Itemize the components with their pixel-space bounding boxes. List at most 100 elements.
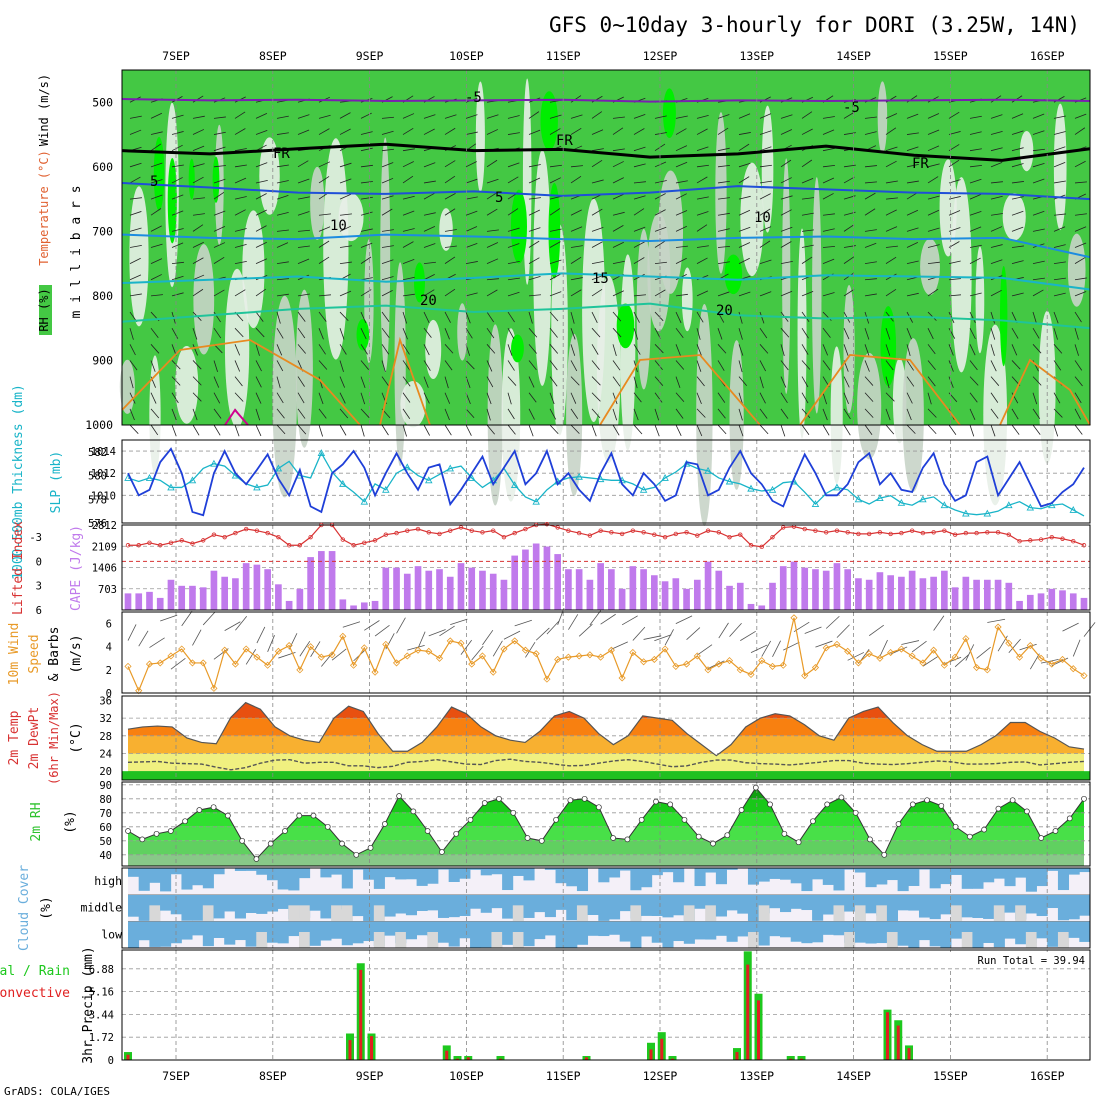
wind-barb (276, 194, 289, 200)
wind-barb (780, 360, 789, 371)
wind-barb (1053, 180, 1066, 184)
wind-barb (192, 176, 204, 184)
rh-band (128, 826, 1084, 841)
wind-barb (549, 327, 558, 338)
cloud-cell (202, 921, 214, 947)
cloud-cell (245, 894, 257, 914)
wind-barb (906, 227, 919, 232)
wind-barb-10m (772, 640, 781, 657)
li-point (652, 532, 657, 537)
thickness-tick: 582 (88, 447, 107, 459)
cape-bar (726, 585, 733, 610)
wind-barb (213, 191, 225, 200)
li-point (125, 543, 131, 548)
wind-barb (402, 161, 414, 168)
cloud-cell (373, 894, 385, 910)
wind10-point (468, 660, 476, 668)
li-point (716, 530, 721, 535)
wind-barb (717, 165, 730, 168)
wind10-axis-label-3: & Barbs (47, 627, 62, 682)
cloud-cell (972, 921, 984, 948)
wind-barb (612, 424, 620, 436)
wind-barb (528, 392, 537, 403)
li-point (1017, 538, 1022, 544)
cloud-cell (234, 868, 246, 871)
wind-barb (570, 277, 583, 281)
rh2m-point (538, 837, 545, 844)
wind-barb (528, 209, 540, 216)
wind-barb-10m (954, 654, 969, 668)
wind-barb (759, 193, 771, 200)
cloud-cell (576, 868, 589, 892)
wind10-point (983, 666, 991, 674)
wind-barb (1074, 408, 1082, 420)
wind-barb-10m (632, 626, 646, 641)
wind-barb (990, 114, 1003, 119)
wind-barb (318, 424, 323, 437)
cloud-cell (149, 921, 161, 947)
wind-barb (150, 274, 162, 281)
wind-barb (759, 164, 772, 168)
cloud-gap (395, 932, 407, 948)
wind-barb (423, 392, 430, 404)
cloud-cell (416, 868, 428, 886)
cape-bar (865, 579, 873, 610)
wind-barb (801, 360, 811, 370)
wind-barb (717, 328, 723, 340)
thickness-point (403, 463, 412, 471)
wind-barb (213, 146, 226, 152)
li-point (372, 538, 378, 543)
wind-barb (171, 177, 183, 184)
wind-barb (339, 213, 352, 216)
wind10-point (1058, 655, 1067, 664)
wind-barb (990, 328, 996, 340)
wind-barb (402, 376, 411, 387)
cloud-cell (630, 921, 642, 948)
wind-barb (822, 228, 835, 232)
cloud-cell (341, 868, 353, 889)
wind-barb (675, 293, 688, 297)
temperature-axis-label: Temperature (°C) (37, 150, 51, 266)
wind-barb (906, 164, 919, 168)
wind-barb-10m (740, 630, 756, 641)
wind-barb (276, 115, 289, 119)
wind10-point (661, 645, 669, 653)
wind-barb (402, 344, 410, 355)
wind-barb (360, 424, 365, 437)
wind10-point (392, 659, 401, 667)
wind-barb (759, 311, 765, 324)
cape-bar (1026, 594, 1034, 610)
wind-barb (738, 311, 743, 324)
precip-conv-bar (735, 1052, 739, 1060)
wind-barb (213, 225, 226, 232)
cloud-cell (320, 921, 332, 941)
wind-barb (1053, 292, 1066, 297)
cape-bar (597, 563, 604, 610)
wind-barb (591, 311, 598, 323)
wind-barb (360, 242, 373, 248)
wind-barb (780, 195, 793, 200)
thickness-point (339, 479, 347, 487)
wind-barb (612, 360, 621, 371)
wind10-point (876, 654, 884, 662)
wind-barb (318, 176, 330, 184)
cape-bar (908, 570, 916, 610)
cloud-cell (1047, 921, 1059, 947)
wind-barb (717, 147, 730, 152)
temp-tick: 36 (99, 695, 112, 707)
wind-barb (822, 292, 835, 297)
cloud-cell (395, 868, 407, 880)
wind-barb (696, 128, 708, 135)
wind-barb (927, 113, 940, 119)
wind-barb (402, 195, 415, 200)
cloud-cell (609, 868, 621, 878)
wind-barb (990, 259, 1003, 265)
rh2m-point (667, 801, 674, 808)
cloud-cell (833, 894, 845, 911)
rh2m-point (139, 836, 146, 843)
wind-barb (1074, 424, 1083, 435)
wind-barb (927, 376, 936, 387)
cloud-cell (918, 921, 931, 941)
wind-barb (969, 131, 982, 135)
